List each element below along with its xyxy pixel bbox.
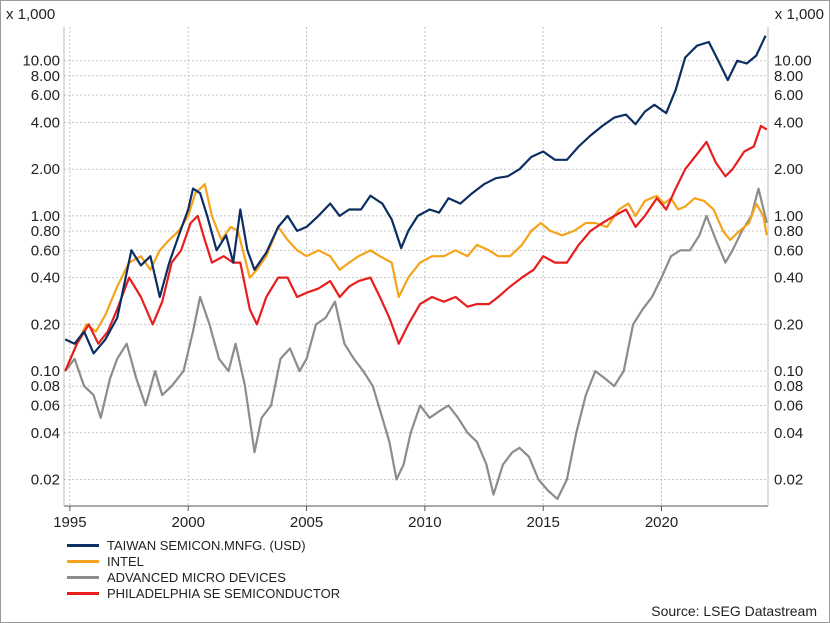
y-multiplier-right: x 1,000 [775,6,824,23]
y-tick-label-right: 4.00 [774,114,803,131]
y-tick-label-right: 2.00 [774,161,803,178]
x-tick-label: 2010 [408,514,441,531]
y-tick-label-left: 0.60 [31,242,60,259]
legend-item: PHILADELPHIA SE SEMICONDUCTOR [67,585,340,601]
y-tick-label-left: 0.04 [31,425,60,442]
legend-item: TAIWAN SEMICON.MNFG. (USD) [67,537,340,553]
legend: TAIWAN SEMICON.MNFG. (USD) INTEL ADVANCE… [67,537,340,601]
x-tick-label: 1995 [53,514,86,531]
y-tick-label-right: 0.20 [774,316,803,333]
legend-item: ADVANCED MICRO DEVICES [67,569,340,585]
y-tick-label-left: 0.20 [31,316,60,333]
legend-swatch-sox [67,591,99,595]
y-tick-label-left: 0.10 [31,363,60,380]
y-tick-label-right: 1.00 [774,208,803,225]
y-tick-label-left: 0.80 [31,223,60,240]
source-note: Source: LSEG Datastream [651,603,817,619]
y-tick-label-left: 0.40 [31,270,60,287]
legend-label: TAIWAN SEMICON.MNFG. (USD) [107,537,306,553]
y-tick-label-right: 0.10 [774,363,803,380]
y-tick-label-left: 0.02 [31,472,60,489]
y-tick-label-left: 10.00 [22,53,60,70]
x-tick-label: 2015 [527,514,560,531]
y-tick-label-right: 0.06 [774,397,803,414]
y-tick-label-left: 0.08 [31,378,60,395]
y-tick-label-right: 0.02 [774,472,803,489]
y-tick-label-right: 8.00 [774,68,803,85]
x-tick-label: 2000 [172,514,205,531]
legend-label: INTEL [107,553,144,569]
y-multiplier-left: x 1,000 [6,6,55,23]
y-tick-label-right: 6.00 [774,87,803,104]
series-line-2 [64,187,768,500]
axes: 0.02 0.020.04 0.040.06 0.060.08 0.080.10 0.10… [22,27,812,531]
y-tick-label-right: 0.80 [774,223,803,240]
x-tick-label: 2020 [645,514,678,531]
y-tick-label-left: 8.00 [31,68,60,85]
y-tick-label-right: 0.60 [774,242,803,259]
legend-label: ADVANCED MICRO DEVICES [107,569,286,585]
y-tick-label-left: 4.00 [31,114,60,131]
legend-item: INTEL [67,553,340,569]
y-tick-label-right: 0.04 [774,425,803,442]
legend-swatch-taiwan [67,543,99,547]
series-line-0 [64,35,767,355]
series-line-3 [64,124,768,372]
y-tick-label-left: 6.00 [31,87,60,104]
y-tick-label-right: 0.08 [774,378,803,395]
x-tick-label: 2005 [290,514,323,531]
legend-label: PHILADELPHIA SE SEMICONDUCTOR [107,585,341,601]
y-tick-label-left: 0.06 [31,397,60,414]
legend-swatch-amd [67,575,99,579]
y-tick-label-left: 1.00 [31,208,60,225]
legend-swatch-intel [67,559,99,563]
series-lines [64,35,768,500]
y-tick-label-right: 10.00 [774,53,812,70]
y-tick-label-left: 2.00 [31,161,60,178]
y-tick-label-right: 0.40 [774,270,803,287]
